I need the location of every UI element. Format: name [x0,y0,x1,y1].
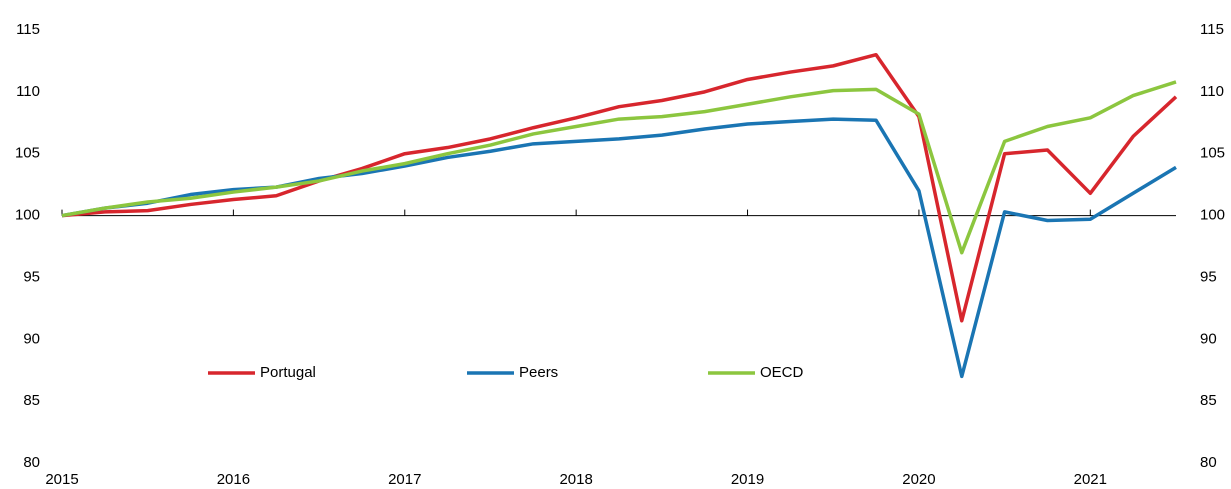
y2-tick-label: 85 [1200,392,1217,409]
y2-tick-label: 100 [1200,207,1225,224]
x-tick-label: 2019 [731,471,764,488]
series-line [61,117,1177,379]
y2-tick-label: 95 [1200,268,1217,285]
y2-tick-label: 110 [1200,83,1224,100]
y-tick-label: 110 [16,83,40,100]
x-tick-label: 2016 [217,471,250,488]
legend-label: Portugal [260,364,316,381]
y2-tick-label: 80 [1200,454,1217,471]
legend-label: OECD [760,364,804,381]
y2-tick-label: 115 [1200,21,1224,38]
y-tick-label: 85 [23,392,40,409]
x-tick-label: 2021 [1074,471,1107,488]
y-tick-label: 95 [23,268,40,285]
y2-tick-label: 105 [1200,145,1225,162]
x-tick-label: 2020 [902,471,935,488]
x-tick-label: 2015 [45,471,78,488]
x-tick-label: 2017 [388,471,421,488]
legend-label: Peers [519,364,558,381]
y-tick-label: 100 [15,207,40,224]
y-tick-label: 115 [16,21,40,38]
y-tick-label: 105 [15,145,40,162]
y2-tick-label: 90 [1200,330,1217,347]
series-line [61,52,1178,323]
y-tick-label: 90 [23,330,40,347]
series-line [61,80,1177,255]
y-tick-label: 80 [23,454,40,471]
x-tick-label: 2018 [559,471,592,488]
